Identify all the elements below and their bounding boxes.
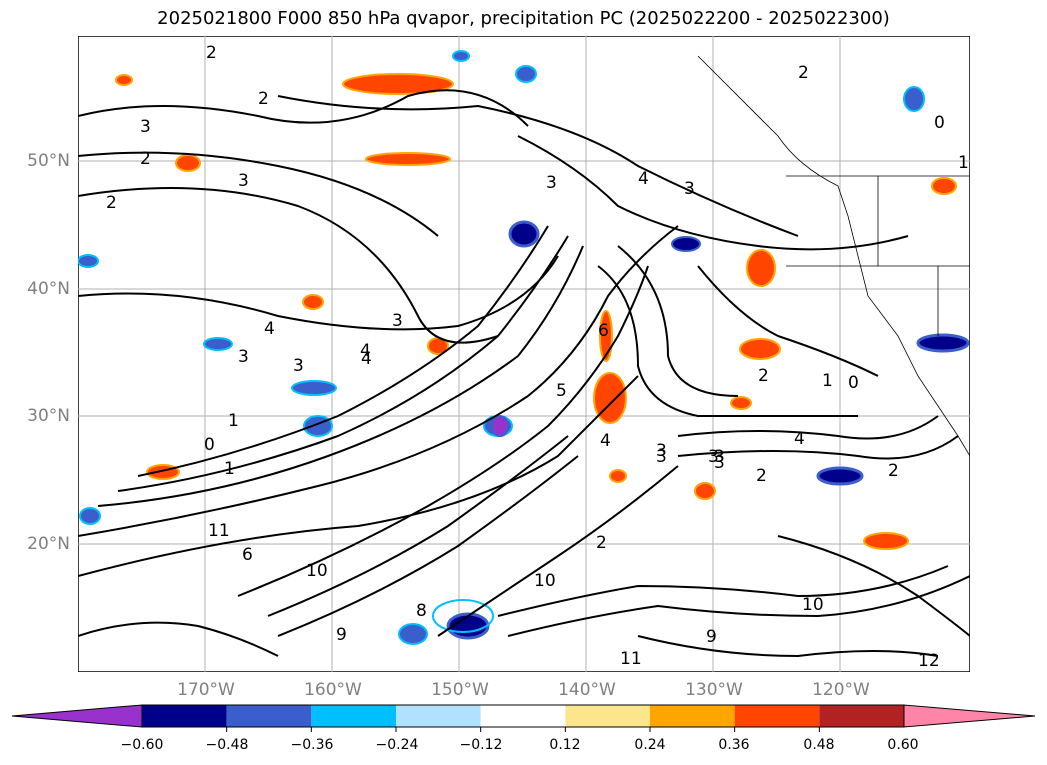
colorbar bbox=[11, 704, 1036, 732]
colorbar-extend-low bbox=[11, 704, 143, 728]
colorbar-tick: −0.12 bbox=[459, 737, 503, 753]
contour-label: 2 bbox=[596, 533, 607, 553]
contour-label: 3 bbox=[293, 356, 304, 376]
contour-label: 4 bbox=[794, 429, 805, 449]
colorbar-cell bbox=[734, 705, 820, 727]
contour-label: 6 bbox=[242, 545, 253, 565]
contour-label: 9 bbox=[706, 627, 717, 647]
contour-label: 10 bbox=[534, 571, 556, 591]
colorbar-cell bbox=[565, 705, 650, 727]
contour-label: 1 bbox=[224, 459, 235, 479]
contour-label: 6 bbox=[598, 321, 609, 341]
plot-title: 2025021800 F000 850 hPa qvapor, precipit… bbox=[157, 8, 890, 29]
contour-label: 2 bbox=[106, 193, 117, 213]
colorbar-extend-high bbox=[903, 704, 1036, 728]
colorbar-tick: 0.12 bbox=[549, 737, 581, 753]
contour-label: 0 bbox=[204, 435, 215, 455]
contour-label: 1 bbox=[958, 153, 969, 173]
lon-label-150w: 150°W bbox=[431, 680, 489, 700]
colorbar-tick: −0.48 bbox=[205, 737, 249, 753]
contour-label: 3 bbox=[656, 447, 667, 467]
contour-label: 2 bbox=[758, 366, 769, 386]
contour-label: 10 bbox=[802, 595, 824, 615]
contour-label: 0 bbox=[934, 113, 945, 133]
precip-patches bbox=[78, 50, 970, 645]
coastlines bbox=[697, 55, 970, 457]
contour-label: 1 bbox=[228, 411, 239, 431]
contour-label: 3 bbox=[238, 171, 249, 191]
contour-label: 4 bbox=[638, 169, 649, 189]
colorbar-tick: −0.24 bbox=[375, 737, 419, 753]
colorbar-cell bbox=[480, 705, 566, 727]
colorbar-tick: 0.36 bbox=[718, 737, 750, 753]
colorbar-cell bbox=[142, 705, 227, 727]
colorbar-tick: −0.36 bbox=[290, 737, 334, 753]
colorbar-tick: 0.60 bbox=[887, 737, 919, 753]
lon-label-170w: 170°W bbox=[177, 680, 235, 700]
contour-label: 8 bbox=[416, 601, 427, 621]
contour-label: 12 bbox=[918, 651, 940, 671]
contour-lines bbox=[78, 89, 970, 658]
colorbar-cell bbox=[396, 705, 481, 727]
colorbar-tick: 0.24 bbox=[634, 737, 666, 753]
colorbar-cells bbox=[11, 704, 1036, 732]
lat-label-40n: 40°N bbox=[27, 279, 70, 299]
contour-label: 3 bbox=[546, 173, 557, 193]
colorbar-frame bbox=[141, 704, 905, 728]
contour-label: 3 bbox=[708, 447, 719, 467]
contour-label: 3 bbox=[656, 441, 667, 461]
colorbar-tick: −0.60 bbox=[120, 737, 164, 753]
lat-label-20n: 20°N bbox=[27, 534, 70, 554]
lon-label-140w: 140°W bbox=[558, 680, 616, 700]
colorbar-cell bbox=[650, 705, 735, 727]
contour-label: 2 bbox=[756, 466, 767, 486]
contour-label: 3 bbox=[238, 347, 249, 367]
contour-label: 2 bbox=[206, 43, 217, 63]
colorbar-cell bbox=[226, 705, 312, 727]
contour-label: 4 bbox=[360, 341, 371, 361]
contour-label: 11 bbox=[208, 521, 230, 541]
lon-label-130w: 130°W bbox=[685, 680, 743, 700]
contour-label: 11 bbox=[620, 649, 642, 669]
contour-label: 0 bbox=[848, 373, 859, 393]
lon-label-120w: 120°W bbox=[812, 680, 870, 700]
contour-label: 3 bbox=[392, 311, 403, 331]
contour-label: 3 bbox=[140, 117, 151, 137]
map-frame bbox=[78, 36, 970, 672]
contour-label: 1 bbox=[822, 371, 833, 391]
contour-label: 10 bbox=[306, 561, 328, 581]
lon-label-160w: 160°W bbox=[304, 680, 362, 700]
lat-label-50n: 50°N bbox=[27, 151, 70, 171]
colorbar-tick: 0.48 bbox=[803, 737, 835, 753]
contour-label: 4 bbox=[361, 349, 372, 369]
map-panel: 2 3 2 3 2 3 2 4 3 2 3 4 3 4 5 6 2 3 4 1 … bbox=[78, 36, 970, 672]
contour-label: 3 bbox=[714, 453, 725, 473]
contour-label: 2 bbox=[798, 63, 809, 83]
contour-label: 2 bbox=[258, 89, 269, 109]
contour-label: 9 bbox=[336, 625, 347, 645]
colorbar-cell bbox=[311, 705, 396, 727]
contour-label: 4 bbox=[264, 319, 275, 339]
contour-label: 4 bbox=[600, 431, 611, 451]
contour-label: 3 bbox=[684, 179, 695, 199]
contour-label: 2 bbox=[888, 461, 899, 481]
lat-label-30n: 30°N bbox=[27, 406, 70, 426]
contour-label: 5 bbox=[556, 381, 567, 401]
contour-label: 3 bbox=[714, 447, 725, 467]
contour-labels: 2 3 2 3 2 3 2 4 3 2 3 4 3 4 5 6 2 3 4 1 … bbox=[106, 43, 969, 671]
contour-label: 2 bbox=[140, 149, 151, 169]
colorbar-cell bbox=[819, 705, 904, 727]
